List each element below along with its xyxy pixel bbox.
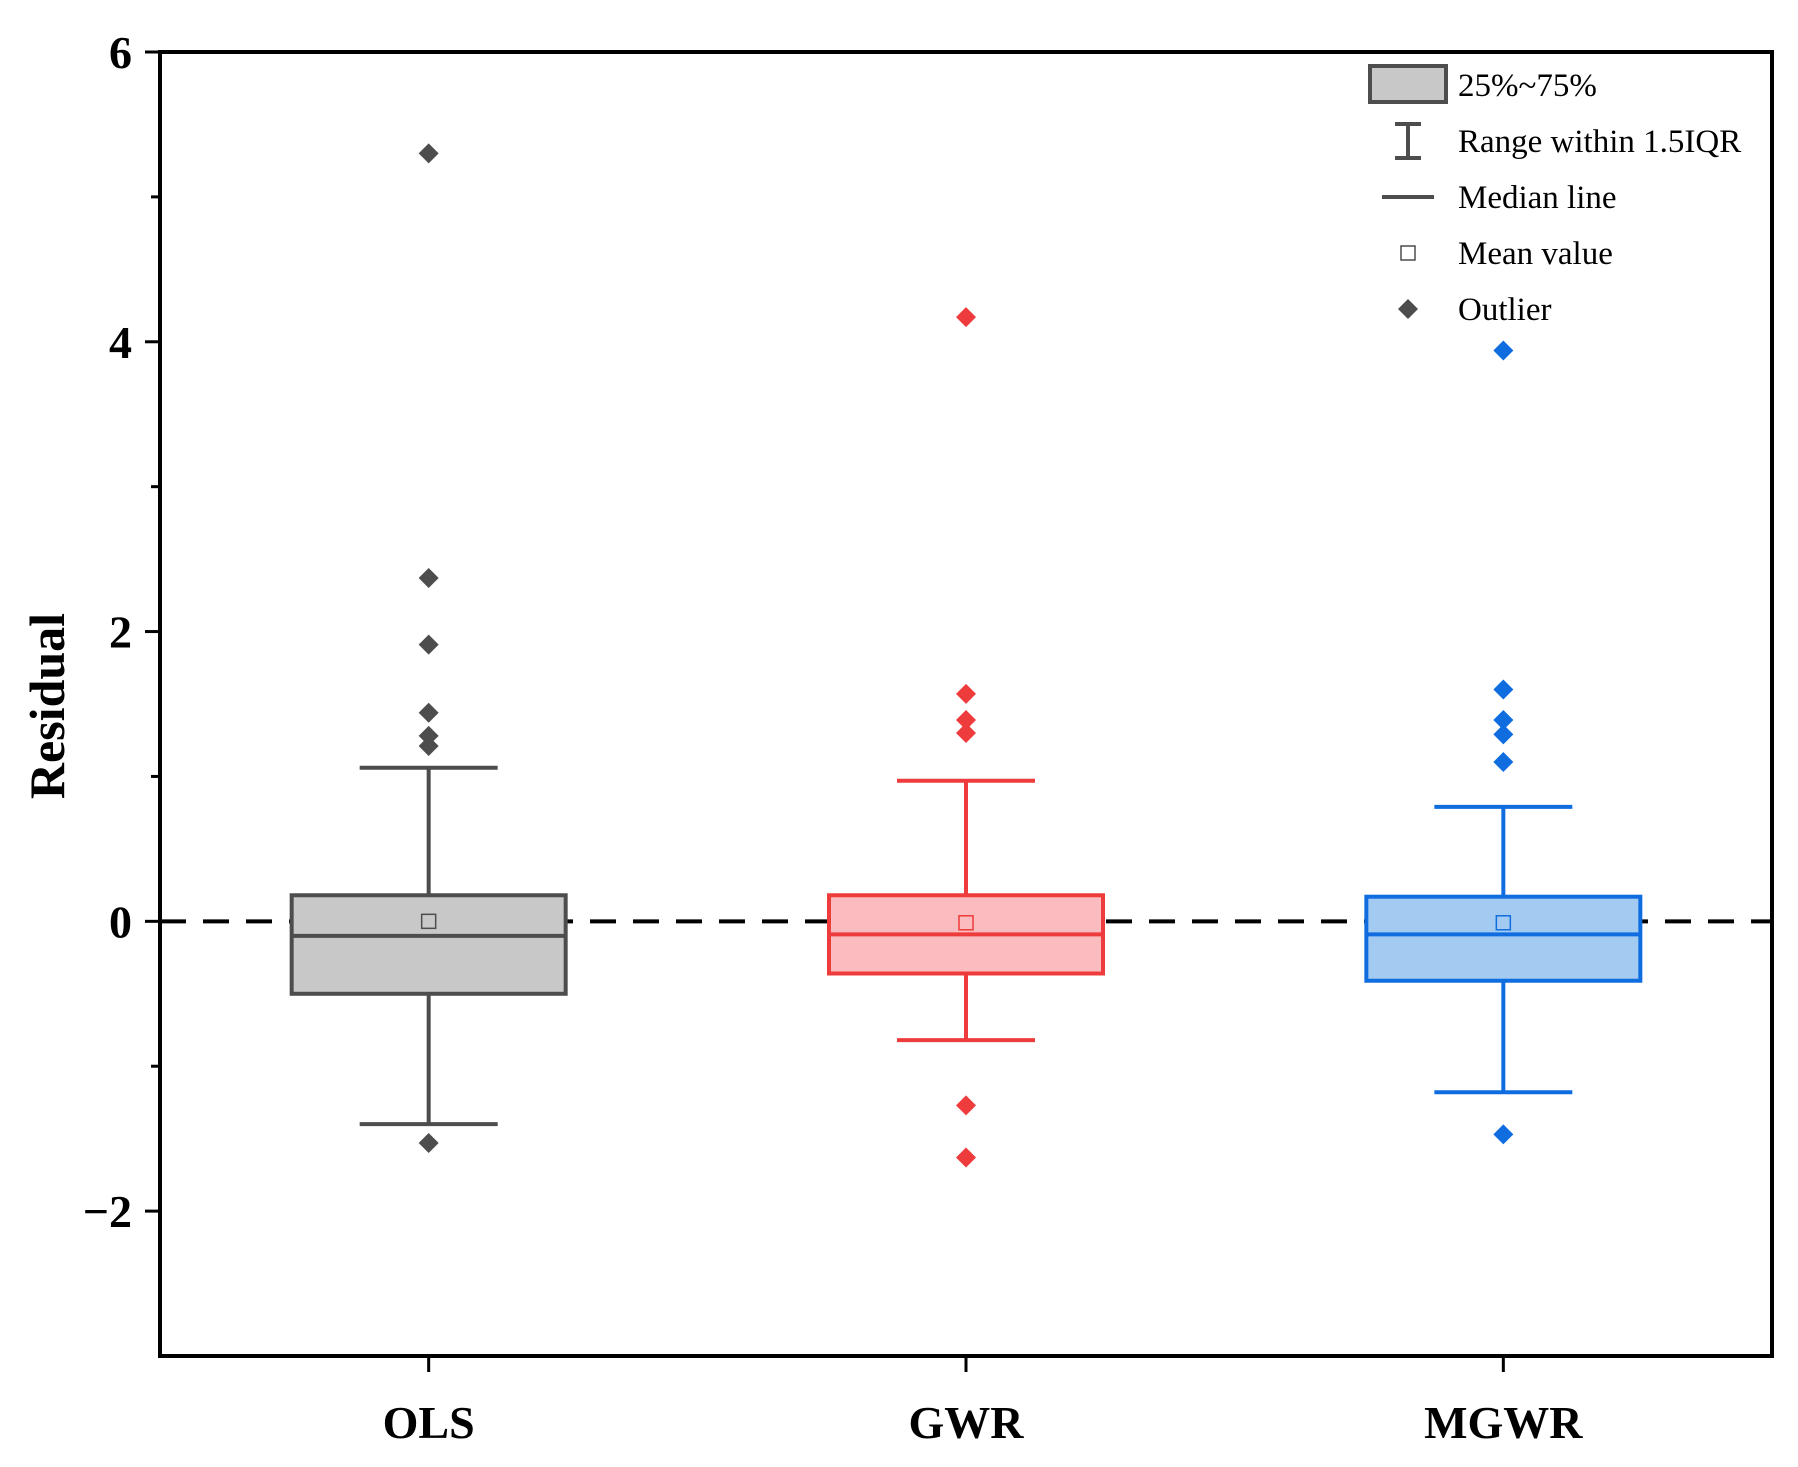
outlier-point <box>1493 751 1514 772</box>
iqr-box <box>289 893 568 996</box>
legend-box-icon <box>1368 64 1448 104</box>
outlier-point <box>1493 340 1514 361</box>
legend-label: Median line <box>1458 180 1617 216</box>
outlier-point <box>956 307 976 328</box>
y-axis-title: Residual <box>19 613 75 799</box>
outlier-point <box>1493 679 1514 700</box>
mean-marker <box>958 915 974 931</box>
y-tick-label: 4 <box>109 317 132 368</box>
outlier-point <box>956 1095 976 1116</box>
x-tick-label-ols: OLS <box>383 1397 475 1448</box>
legend-item-whisker: Range within 1.5IQR <box>1395 122 1741 160</box>
outlier-point <box>418 567 439 588</box>
outlier-point <box>1493 1124 1514 1145</box>
x-tick-label-mgwr: MGWR <box>1424 1397 1583 1448</box>
outlier-point <box>956 1147 976 1168</box>
legend-item-outlier: Outlier <box>1398 292 1551 328</box>
legend-item-median: Median line <box>1382 180 1617 216</box>
legend-outlier-icon <box>1398 299 1418 319</box>
legend-label: Outlier <box>1458 292 1551 328</box>
legend-item-mean: Mean value <box>1400 236 1613 272</box>
outlier-point <box>418 634 439 655</box>
legend-mean-icon <box>1400 245 1416 261</box>
x-tick-label-gwr: GWR <box>909 1397 1025 1448</box>
axes-layer: −2 0 2 4 6 OLS GWR MGWR <box>83 27 1774 1448</box>
outlier-point <box>418 702 439 723</box>
mean-marker <box>420 913 437 930</box>
legend-item-box: 25%~75% <box>1368 64 1597 104</box>
outlier-point <box>1493 709 1514 730</box>
box-group-mgwr <box>1364 340 1643 1145</box>
legend-label: Range within 1.5IQR <box>1458 124 1741 160</box>
boxes-layer <box>289 143 1643 1168</box>
iqr-box <box>1364 894 1643 983</box>
outlier-point <box>956 683 976 704</box>
outlier-point <box>418 143 439 164</box>
legend-label: 25%~75% <box>1458 68 1597 104</box>
outlier-point <box>418 1133 439 1154</box>
box-group-gwr <box>827 307 1105 1168</box>
box-group-ols <box>289 143 568 1154</box>
outlier-point <box>956 722 976 743</box>
outlier-point <box>956 709 976 730</box>
outlier-point <box>418 725 439 746</box>
legend-label: Mean value <box>1458 236 1613 272</box>
mean-marker <box>1495 915 1512 931</box>
y-tick-label: 2 <box>109 607 132 658</box>
y-tick-label: 0 <box>109 896 132 947</box>
y-tick-label: 6 <box>109 27 132 78</box>
outlier-point <box>1493 724 1514 745</box>
legend: 25%~75% Range within 1.5IQR Median line Mea… <box>1368 64 1741 328</box>
y-tick-label: −2 <box>83 1186 132 1237</box>
outlier-point <box>418 736 439 757</box>
